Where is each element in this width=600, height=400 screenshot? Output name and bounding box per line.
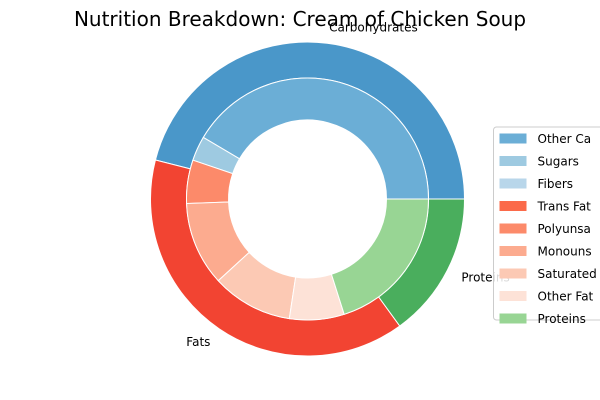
- legend-swatch-polyunsaturated-fats: [499, 223, 527, 234]
- legend-label-fibers: Fibers: [538, 177, 574, 191]
- outer-label-carbohydrates: Carbohydrates: [329, 21, 418, 35]
- legend-swatch-proteins: [499, 313, 527, 324]
- legend-swatch-sugars: [499, 156, 527, 166]
- legend-swatch-trans-fats: [499, 201, 527, 211]
- legend-label-polyunsaturated-fats: Polyunsa: [538, 222, 591, 236]
- legend-label-trans-fats: Trans Fat: [537, 200, 592, 214]
- legend-swatch-saturated-fats: [499, 268, 527, 279]
- outer-ring: [150, 41, 466, 357]
- legend-label-other-carbohydrates: Other Ca: [538, 132, 592, 146]
- outer-label-fats: Fats: [186, 335, 210, 349]
- legend-label-other-fats: Other Fat: [538, 290, 594, 304]
- legend-swatch-other-fats: [499, 291, 527, 301]
- legend-label-saturated-fats: Saturated: [538, 267, 597, 281]
- chart-title: Nutrition Breakdown: Cream of Chicken So…: [74, 7, 526, 31]
- legend: Other Ca Sugars Fibers Trans Fat Polyunsa Mon…: [493, 126, 600, 326]
- inner-slice-proteins: [330, 198, 430, 315]
- legend-swatch-fibers: [499, 178, 527, 189]
- legend-swatch-other-carbohydrates: [499, 133, 527, 144]
- legend-label-sugars: Sugars: [538, 155, 579, 169]
- legend-label-monounsaturated-fats: Monouns: [538, 245, 592, 259]
- inner-ring: [186, 77, 430, 321]
- legend-label-proteins: Proteins: [538, 312, 586, 326]
- inner-slice-other-carbohydrates: [202, 77, 430, 200]
- legend-swatch-monounsaturated-fats: [499, 246, 527, 256]
